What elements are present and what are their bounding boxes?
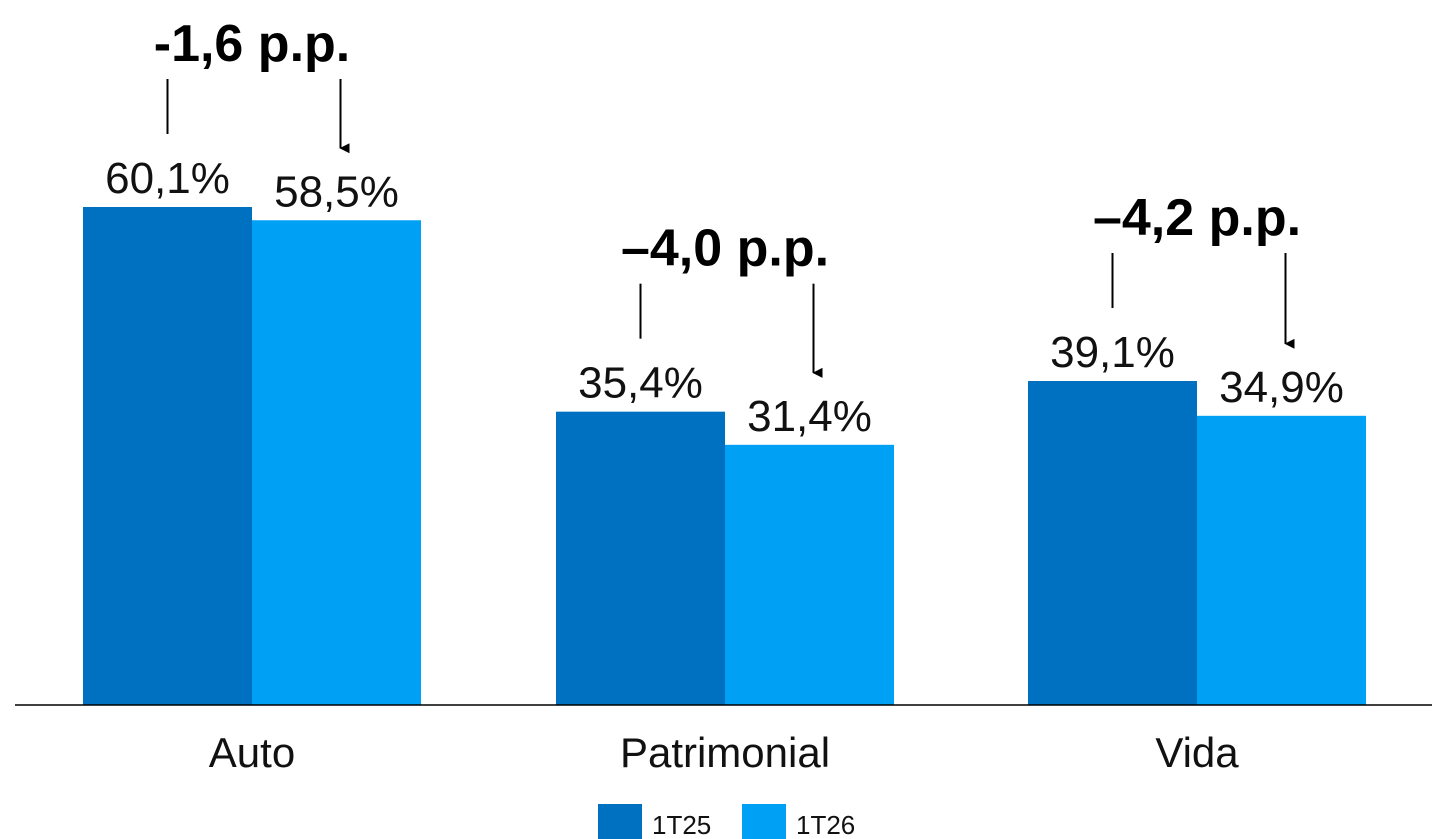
legend-swatch-1t26 [742,804,786,839]
value-label-patrimonial-1t26: 31,4% [747,392,872,441]
delta-label-auto: -1,6 p.p. [154,15,350,73]
value-label-auto-1t26: 58,5% [274,167,399,216]
delta-label-patrimonial: –4,0 p.p. [621,220,829,278]
legend-swatch-1t25 [598,804,642,839]
bar-vida-1t26 [1197,415,1366,705]
category-label-patrimonial: Patrimonial [620,729,830,776]
legend: 1T25 1T26 [598,804,855,839]
bar-vida-1t25 [1028,381,1197,705]
category-label-vida: Vida [1155,729,1239,776]
bar-patrimonial-1t26 [725,444,894,705]
category-label-auto: Auto [209,729,295,776]
bar-patrimonial-1t25 [556,411,725,705]
bar-auto-1t25 [83,207,252,705]
delta-label-vida: –4,2 p.p. [1093,189,1301,247]
bars-layer: 60,1% 58,5% 35,4% 31,4% 39,1% 34,9% [83,154,1366,705]
legend-label-1t25: 1T25 [652,810,711,839]
value-label-auto-1t25: 60,1% [105,154,230,203]
category-labels: Auto Patrimonial Vida [209,729,1239,776]
value-label-patrimonial-1t25: 35,4% [578,359,703,408]
legend-label-1t26: 1T26 [796,810,855,839]
bar-auto-1t26 [252,220,421,705]
value-label-vida-1t26: 34,9% [1219,363,1344,412]
annotations-layer: -1,6 p.p. –4,0 p.p. –4,2 p.p. [154,15,1301,378]
value-label-vida-1t25: 39,1% [1050,328,1175,377]
